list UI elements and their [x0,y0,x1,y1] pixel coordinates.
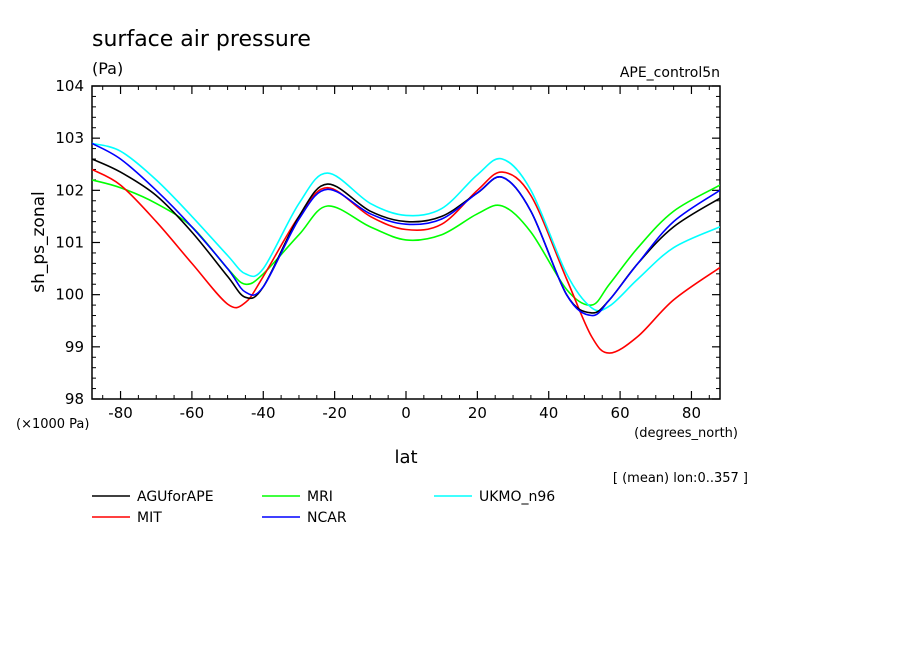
footnote: [ (mean) lon:0..357 ] [613,471,748,486]
y-tick-label: 103 [55,129,84,147]
y-axis-label: sh_ps_zonal [29,191,49,293]
x-tick-label: 40 [539,404,558,422]
chart-units: (Pa) [92,59,123,78]
x-tick-label: 60 [611,404,630,422]
y-tick-label: 102 [55,181,84,199]
legend-label-mit: MIT [137,510,162,526]
x-tick-label: -20 [322,404,347,422]
legend: AGUforAPE MIT MRI NCAR UKMO_n96 [92,489,555,526]
chart-title: surface air pressure [92,27,311,52]
minor-ticks [92,86,720,399]
major-ticks [92,85,720,400]
x-axis-label: lat [394,447,417,468]
y-scale-note: (×1000 Pa) [16,417,89,432]
x-tick-labels: -80 -60 -40 -20 0 20 40 60 80 [108,404,701,422]
experiment-label: APE_control5n [620,65,720,81]
x-tick-label: 20 [468,404,487,422]
series-line-mit [92,168,720,354]
legend-label-ncar: NCAR [307,510,347,526]
x-tick-label: -60 [180,404,205,422]
legend-label-mri: MRI [307,489,333,505]
series-line-aguforape [92,158,720,314]
y-tick-label: 98 [65,390,84,408]
series-lines [92,142,720,354]
plot-frame [91,85,721,400]
x-units-label: (degrees_north) [634,426,738,441]
legend-label-ukmo-n96: UKMO_n96 [479,489,555,505]
series-line-ukmo-n96 [92,142,720,312]
legend-label-aguforape: AGUforAPE [137,489,214,505]
series-line-mri [92,179,720,306]
series-line-ncar [92,142,720,317]
y-tick-labels: 98 99 100 101 102 103 104 [55,77,84,408]
x-tick-label: 0 [401,404,411,422]
x-tick-label: -40 [251,404,276,422]
y-tick-label: 99 [65,338,84,356]
y-tick-label: 100 [55,286,84,304]
x-tick-label: -80 [108,404,133,422]
y-tick-label: 101 [55,234,84,252]
x-tick-label: 80 [682,404,701,422]
y-tick-label: 104 [55,77,84,95]
